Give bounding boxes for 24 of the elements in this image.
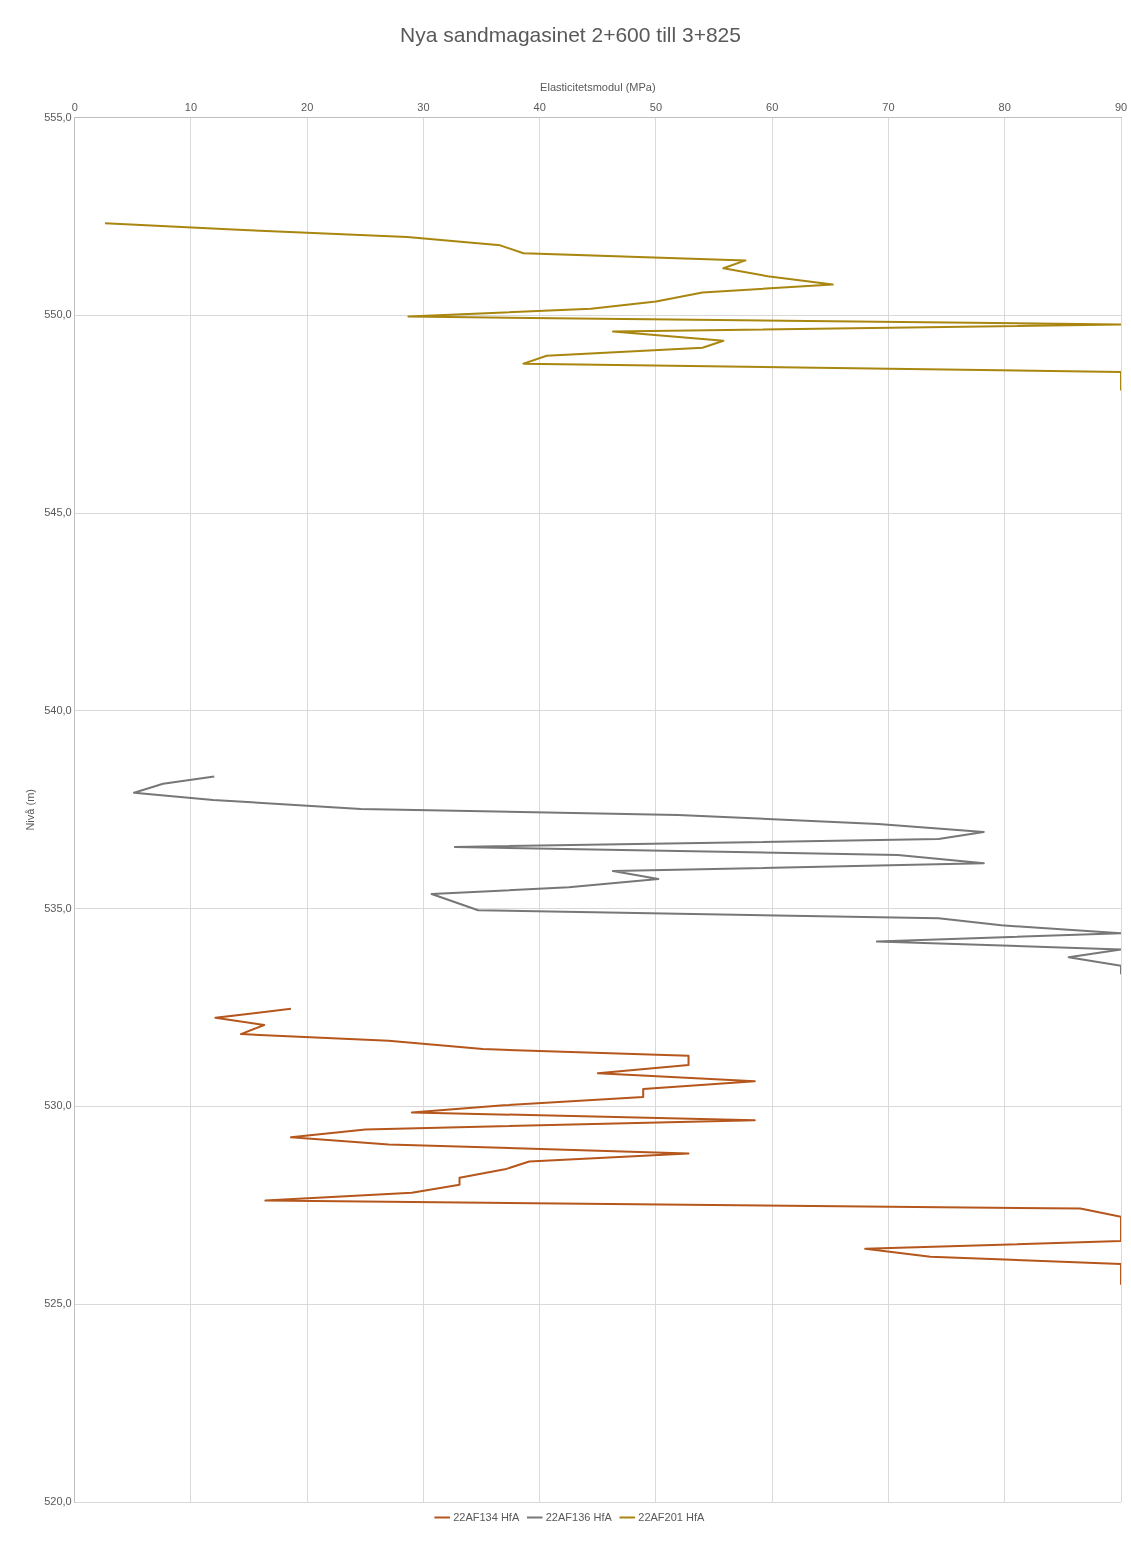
y-tick-label: 525,0 xyxy=(44,1297,72,1310)
x-tick-label: 30 xyxy=(417,101,430,114)
x-tick-label: 20 xyxy=(301,101,314,114)
x-tick-label: 40 xyxy=(533,101,546,114)
y-tick-label: 540,0 xyxy=(44,703,72,716)
legend-label: 22AF134 HfA xyxy=(453,1510,520,1523)
x-tick-label: 50 xyxy=(649,101,663,114)
legend-label: 22AF201 HfA xyxy=(638,1510,705,1523)
x-tick-label: 60 xyxy=(766,101,779,114)
x-tick-label: 10 xyxy=(184,101,198,114)
legend-label: 22AF136 HfA xyxy=(545,1510,613,1523)
x-tick-label: 80 xyxy=(998,101,1011,114)
x-tick-label: 0 xyxy=(71,101,78,114)
x-axis-title: Elasticitetsmodul (MPa) xyxy=(540,80,656,93)
y-tick-label: 535,0 xyxy=(44,901,72,914)
x-tick-label: 70 xyxy=(882,101,895,114)
chart-title: Nya sandmagasinet 2+600 till 3+825 xyxy=(400,23,741,47)
x-tick-label: 90 xyxy=(1114,101,1128,114)
y-tick-label: 550,0 xyxy=(44,308,72,321)
y-axis-title: Nivå (m) xyxy=(23,789,36,831)
y-tick-label: 555,0 xyxy=(44,110,72,123)
y-tick-label: 545,0 xyxy=(44,506,72,519)
y-tick-label: 520,0 xyxy=(44,1495,72,1508)
y-tick-label: 530,0 xyxy=(44,1099,72,1112)
